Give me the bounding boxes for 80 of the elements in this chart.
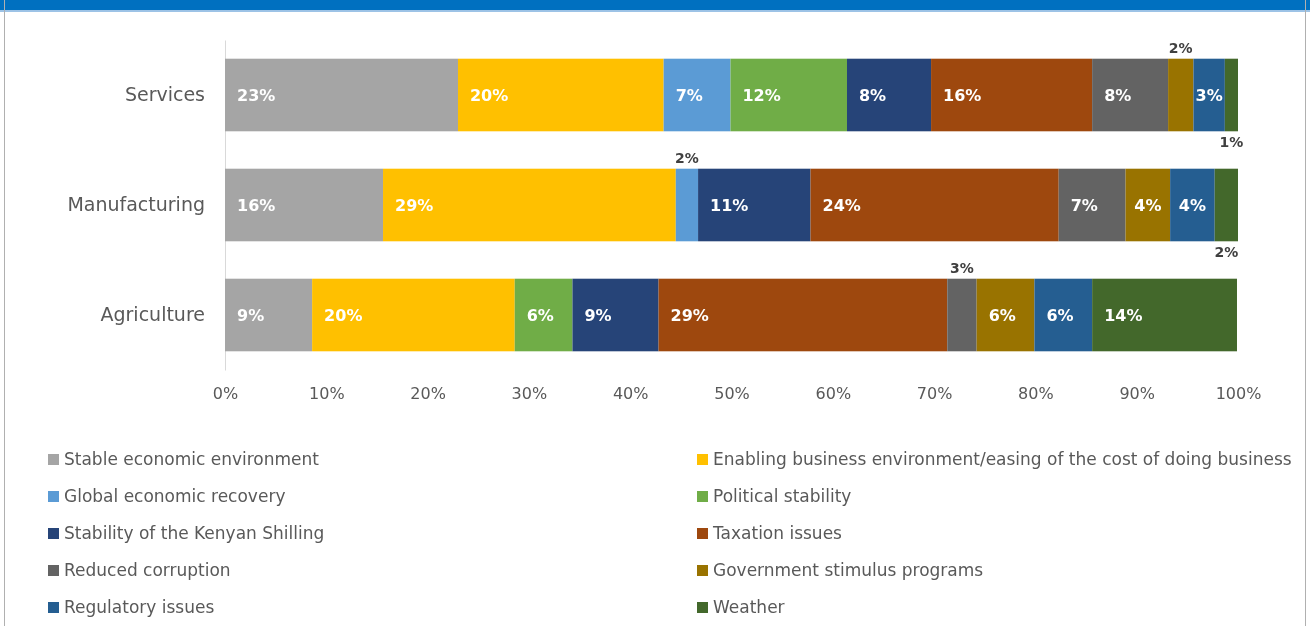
bar bbox=[225, 278, 313, 352]
bar bbox=[1034, 278, 1093, 352]
legend-label: Stability of the Kenyan Shilling bbox=[64, 522, 325, 543]
legend-label: Regulatory issues bbox=[64, 596, 215, 617]
legend-label: Taxation issues bbox=[712, 522, 843, 543]
x-tick-label: 20% bbox=[410, 384, 446, 404]
bar bbox=[1058, 168, 1126, 242]
data-label: 9% bbox=[237, 305, 265, 325]
data-label: 29% bbox=[670, 305, 709, 325]
data-label: 29% bbox=[395, 195, 434, 215]
data-label: 1% bbox=[1219, 134, 1244, 151]
data-label: 11% bbox=[710, 195, 749, 215]
x-tick-label: 30% bbox=[511, 384, 548, 404]
bar bbox=[1170, 168, 1215, 242]
bar bbox=[1214, 168, 1238, 242]
bar bbox=[698, 168, 811, 242]
data-label: 8% bbox=[1104, 85, 1132, 105]
data-label: 9% bbox=[584, 305, 612, 325]
y-tick-label: Agriculture bbox=[100, 303, 205, 326]
bar bbox=[1193, 58, 1225, 132]
legend-label: Enabling business environment/easing of the cost of doing business bbox=[713, 448, 1292, 469]
data-label: 23% bbox=[237, 85, 276, 105]
bar bbox=[976, 278, 1035, 352]
data-label: 7% bbox=[675, 85, 703, 105]
legend-label: Stable economic environment bbox=[64, 448, 320, 469]
bar bbox=[1168, 58, 1194, 132]
data-label: 8% bbox=[858, 85, 887, 105]
data-label: 3% bbox=[1195, 85, 1223, 105]
x-tick-label: 100% bbox=[1215, 384, 1262, 404]
x-tick-label: 90% bbox=[1119, 384, 1155, 404]
bar bbox=[1125, 168, 1171, 242]
legend-label: Reduced corruption bbox=[64, 559, 231, 580]
data-label: 4% bbox=[1178, 195, 1206, 215]
data-label: 12% bbox=[742, 85, 781, 105]
legend-label: Political stability bbox=[713, 485, 852, 506]
data-label: 2% bbox=[1168, 39, 1193, 56]
bar bbox=[947, 278, 977, 352]
x-tick-label: 40% bbox=[612, 384, 649, 404]
data-label: 6% bbox=[988, 305, 1016, 325]
data-label: 24% bbox=[822, 195, 861, 215]
bar bbox=[572, 278, 659, 352]
legend-label: Global economic recovery bbox=[64, 485, 286, 506]
x-tick-label: 70% bbox=[916, 384, 953, 404]
bar bbox=[383, 168, 676, 242]
bar bbox=[846, 58, 932, 132]
data-label: 16% bbox=[943, 85, 982, 105]
bar bbox=[663, 58, 731, 132]
bar bbox=[810, 168, 1059, 242]
x-tick-label: 80% bbox=[1018, 384, 1054, 404]
data-label: 4% bbox=[1134, 195, 1162, 215]
x-tick-label: 10% bbox=[309, 384, 345, 404]
bar bbox=[225, 58, 458, 132]
data-label: 2% bbox=[675, 149, 699, 166]
bar bbox=[658, 278, 948, 352]
bar bbox=[675, 168, 699, 242]
bar bbox=[514, 278, 573, 352]
bar bbox=[1092, 278, 1237, 352]
bar bbox=[1092, 58, 1169, 132]
data-label: 20% bbox=[324, 305, 363, 325]
bar bbox=[312, 278, 515, 352]
x-tick-label: 0% bbox=[212, 384, 239, 404]
bar bbox=[457, 58, 664, 132]
data-label: 20% bbox=[469, 85, 509, 105]
x-tick-label: 60% bbox=[815, 384, 852, 404]
data-label: 6% bbox=[1046, 305, 1074, 325]
bar bbox=[225, 168, 384, 242]
bar bbox=[730, 58, 847, 132]
y-tick-label: Manufacturing bbox=[67, 193, 205, 216]
data-label: 16% bbox=[237, 195, 276, 215]
legend-label: Government stimulus programs bbox=[713, 559, 984, 580]
x-tick-label: 50% bbox=[714, 384, 750, 404]
data-label: 3% bbox=[950, 259, 974, 276]
data-label: 2% bbox=[1214, 244, 1239, 261]
data-label: 7% bbox=[1070, 195, 1098, 215]
bar bbox=[1224, 58, 1238, 132]
data-label: 6% bbox=[526, 305, 554, 325]
legend-label: Weather bbox=[713, 596, 785, 617]
bar bbox=[931, 58, 1093, 132]
data-label: 14% bbox=[1104, 305, 1143, 325]
y-tick-label: Services bbox=[124, 83, 205, 106]
